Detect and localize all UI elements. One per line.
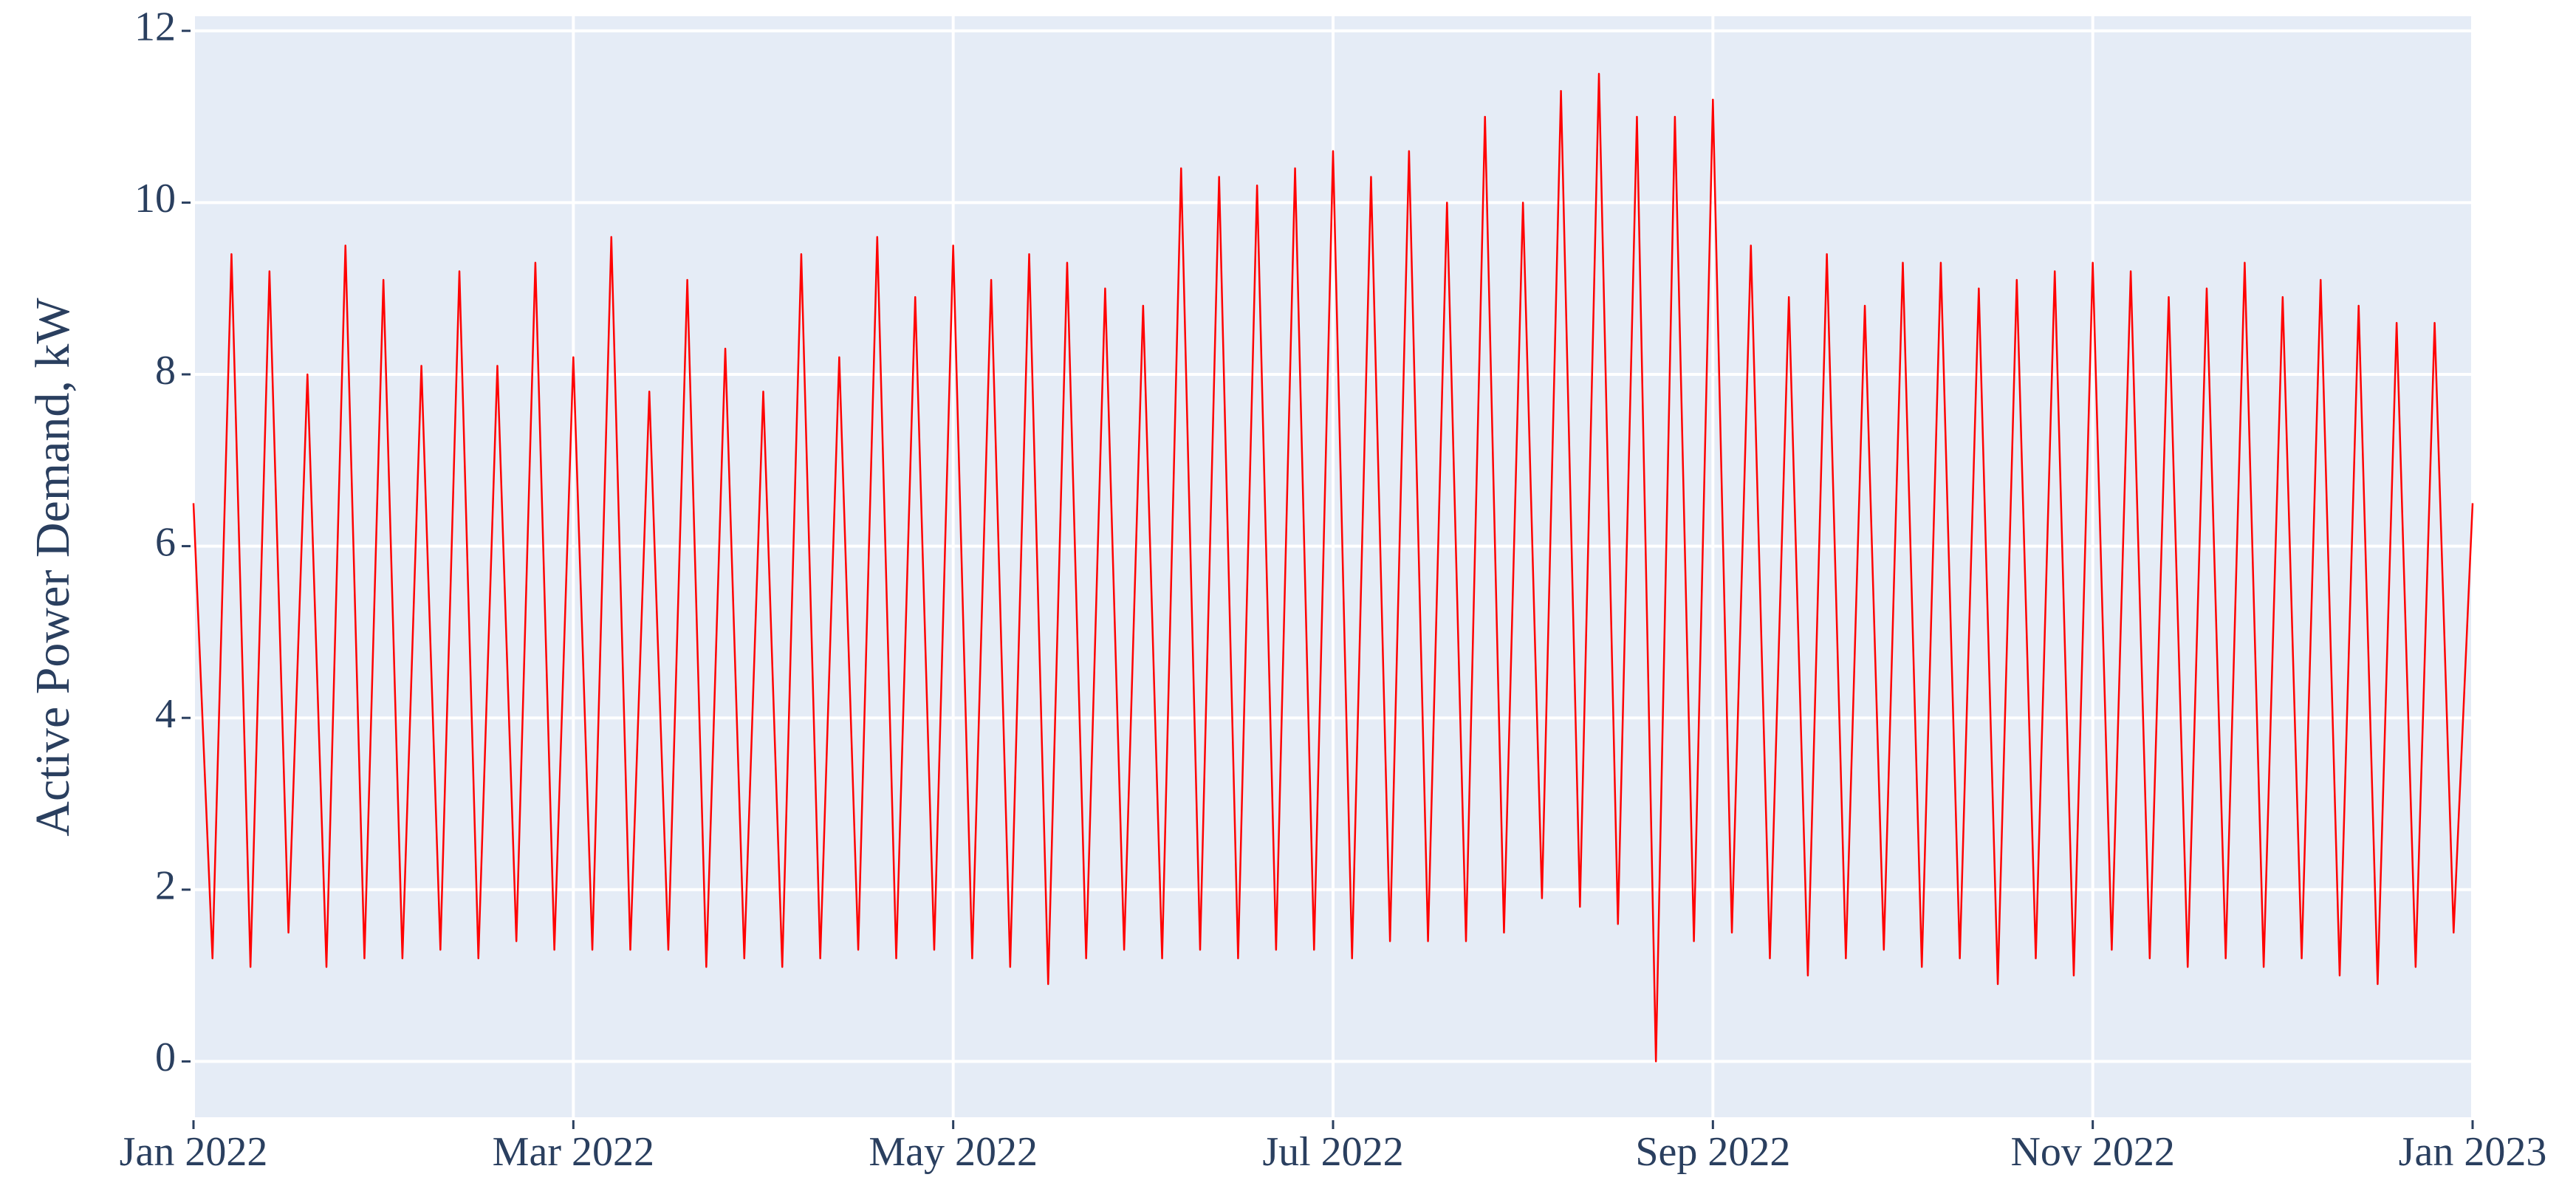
y-tick-label: 6: [155, 519, 176, 565]
y-tick-label: 8: [155, 348, 176, 394]
y-tick-label: 4: [155, 691, 176, 737]
y-tick-label: 12: [134, 4, 176, 50]
x-tick-label: Nov 2022: [2010, 1129, 2174, 1175]
x-tick-label: Jul 2022: [1262, 1129, 1403, 1175]
x-tick-label: Mar 2022: [493, 1129, 654, 1175]
y-axis-label: Active Power Demand, kW: [26, 298, 80, 837]
line: [192, 72, 2474, 1063]
x-tick-label: Jan 2023: [2399, 1129, 2547, 1175]
x-tick-label: Sep 2022: [1635, 1129, 1790, 1175]
y-tick-label: 2: [155, 863, 176, 909]
y-tick-label: 10: [134, 176, 176, 222]
x-tick-label: May 2022: [869, 1129, 1038, 1175]
y-tick-label: 0: [155, 1035, 176, 1080]
x-tick-label: Jan 2022: [120, 1129, 268, 1175]
